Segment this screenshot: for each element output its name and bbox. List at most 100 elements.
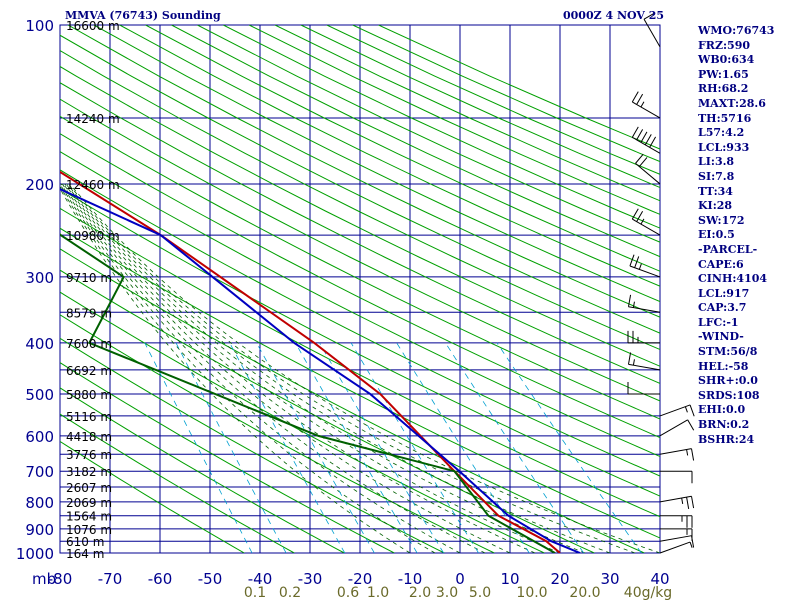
moist-adiabat — [60, 183, 461, 553]
dry-adiabat — [60, 115, 660, 420]
moist-adiabat — [63, 183, 536, 553]
indices-panel: WMO:76743 FRZ:590 WB0:634 PW:1.65 RH:68.2 MAX… — [698, 24, 774, 447]
mixing-ratio-label: 0.2 — [279, 585, 301, 600]
height-label: 6692 m — [66, 364, 112, 378]
profile-layer — [60, 170, 581, 553]
index-item: CAPE:6 — [698, 257, 744, 271]
mixing-ratio-label: 40g/kg — [624, 585, 672, 600]
index-item: LFC:-1 — [698, 315, 739, 329]
moist-adiabat — [65, 183, 586, 553]
wind-barb — [659, 495, 695, 510]
index-item: WMO:76743 — [698, 24, 775, 37]
mixing-ratio-line — [445, 342, 584, 553]
wind-barb-flag — [638, 157, 648, 167]
mixing-ratio-label: 0.1 — [244, 585, 266, 600]
moist-adiabat — [69, 183, 660, 553]
dry-adiabat — [60, 440, 245, 553]
wind-barb — [635, 153, 661, 185]
wind-barb-flag — [636, 129, 644, 141]
adiabat-layer — [60, 25, 660, 553]
mixing-ratio-line — [350, 342, 479, 553]
x-tick-label: -50 — [198, 570, 223, 588]
index-item: SI:7.8 — [698, 169, 735, 183]
wind-barb-flag — [636, 93, 644, 105]
wind-barb-flag — [649, 136, 657, 148]
x-tick-label: 0 — [455, 570, 465, 588]
index-item: KI:28 — [698, 199, 733, 213]
wind-barb-half — [689, 541, 693, 548]
mixing-ratio-label: 1.0 — [367, 585, 389, 600]
mixing-ratio-line — [396, 342, 530, 553]
chart-datetime: 0000Z 4 NOV 25 — [563, 9, 665, 22]
index-item: MAXT:28.6 — [698, 96, 766, 110]
wind-barb-half — [640, 101, 645, 108]
dry-adiabat — [93, 25, 660, 303]
height-label: 2607 m — [66, 481, 112, 495]
wind-barb-staff — [632, 101, 661, 119]
wind-barb-flag — [644, 134, 652, 146]
index-item: CINH:4104 — [698, 272, 768, 286]
height-label: 2069 m — [66, 496, 112, 510]
x-tick-label: -80 — [48, 570, 73, 588]
index-item: SHR+:0.0 — [698, 374, 758, 388]
height-label: 12460 m — [66, 178, 120, 192]
pressure-label: 600 — [25, 428, 54, 446]
height-label: 9710 m — [66, 271, 112, 285]
mixing-ratio-label: 3.0 — [436, 585, 458, 600]
wind-barb-staff — [659, 541, 691, 554]
chart-title: MMVA (76743) Sounding — [65, 9, 221, 22]
wind-barb — [627, 294, 661, 313]
pressure-unit-label: mb — [32, 570, 56, 588]
wind-barb-flag — [631, 91, 639, 103]
x-tick-label: 40 — [650, 570, 669, 588]
index-item: RH:68.2 — [698, 82, 749, 96]
wind-barb-staff — [628, 363, 661, 371]
wind-barb — [659, 404, 695, 417]
height-label: 1076 m — [66, 523, 112, 537]
index-item: WB0:634 — [698, 53, 755, 67]
mixing-ratio-label: 2.0 — [409, 585, 431, 600]
wind-barb-staff — [632, 136, 661, 154]
dry-adiabat — [60, 82, 660, 384]
wind-barb-flag — [643, 12, 655, 20]
index-item: EI:0.5 — [698, 228, 735, 242]
index-item: SW:172 — [698, 213, 745, 227]
wind-barb-flag — [627, 352, 632, 365]
x-tick-label: -40 — [248, 570, 273, 588]
moist-adiabat — [68, 183, 636, 553]
x-tick-label: -60 — [148, 570, 173, 588]
mixing-ratio-line — [496, 342, 642, 553]
x-tick-label: -70 — [98, 570, 123, 588]
height-label: 14240 m — [66, 112, 120, 126]
wind-barb — [631, 126, 661, 154]
wind-barb — [631, 208, 661, 236]
wind-barb-half — [681, 497, 684, 505]
dry-adiabat — [60, 98, 660, 402]
wind-barb-flag — [689, 404, 695, 417]
wind-barb-flag — [631, 208, 639, 220]
dry-adiabat — [60, 151, 660, 458]
wind-barb-half — [632, 301, 635, 308]
pressure-label: 400 — [25, 335, 54, 353]
wind-barb-staff — [659, 535, 692, 542]
x-tick-label: -20 — [348, 570, 373, 588]
mixing-ratio-label: 20.0 — [569, 585, 600, 600]
dry-adiabat — [60, 50, 660, 351]
wind-barb — [659, 448, 695, 461]
dry-adiabat — [60, 413, 295, 553]
dry-adiabat — [171, 25, 660, 258]
height-label: 164 m — [66, 547, 104, 561]
dry-adiabat — [60, 188, 660, 497]
wind-barb — [659, 541, 693, 554]
wind-barb-flag — [640, 131, 648, 143]
dry-adiabat — [145, 25, 660, 272]
temperature-profile — [60, 170, 561, 553]
wind-barb-flag — [691, 496, 695, 509]
wind-barb-flag — [636, 210, 644, 222]
index-item: CAP:3.7 — [698, 301, 747, 315]
moist-adiabat — [60, 183, 486, 553]
plot-frame — [59, 24, 661, 554]
wind-barb-staff — [659, 419, 688, 437]
